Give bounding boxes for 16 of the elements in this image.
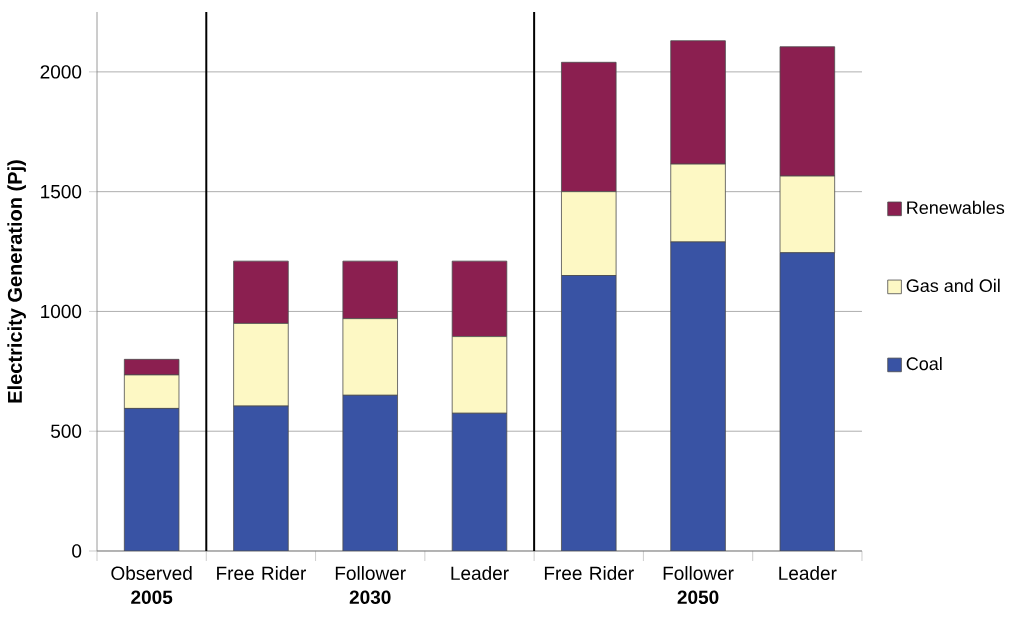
x-tick-label: Free Rider	[217, 566, 306, 581]
y-axis-title: Electricity Generation (Pj)	[7, 160, 26, 403]
legend-label: Gas and Oil	[906, 278, 1000, 293]
y-tick-label: 2000	[40, 65, 82, 79]
y-tick-label: 0	[72, 544, 82, 558]
y-tick-label: 500	[51, 424, 82, 438]
legend-label: Coal	[906, 356, 942, 371]
x-tick-label: Leader	[451, 566, 509, 581]
y-tick-label: 1500	[41, 184, 82, 199]
x-tick-label: Free Rider	[544, 566, 634, 581]
x-tick-label: Follower 2030	[335, 566, 406, 605]
y-tick-label: 1000	[41, 304, 82, 319]
x-tick-label: Leader	[779, 566, 837, 581]
x-tick-label: Observed 2005	[111, 566, 192, 605]
x-tick-label: Follower 2050	[663, 566, 734, 605]
legend-label: Renewables	[907, 200, 1005, 215]
